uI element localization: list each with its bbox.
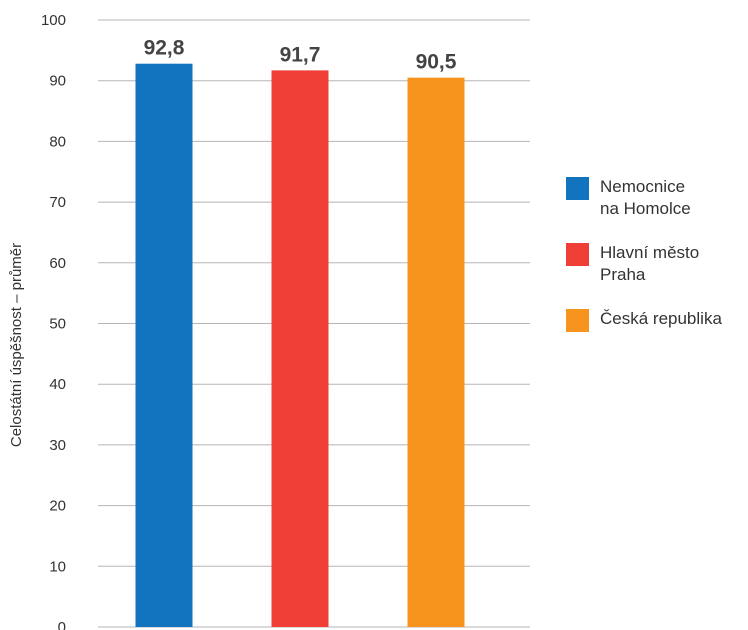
legend-item-nemocnice: Nemocnice na Homolce bbox=[566, 176, 748, 220]
legend-swatch bbox=[566, 243, 589, 266]
y-tick-label: 80 bbox=[49, 133, 66, 150]
y-tick-label: 100 bbox=[41, 12, 66, 29]
data-labels: 92,8 91,7 90,5 bbox=[144, 37, 457, 74]
data-label: 90,5 bbox=[416, 51, 457, 74]
y-tick-label: 60 bbox=[49, 255, 66, 272]
y-tick-label: 50 bbox=[49, 316, 66, 333]
y-tick-label: 30 bbox=[49, 437, 66, 454]
y-tick-label: 40 bbox=[49, 376, 66, 393]
y-axis-ticks: 0 10 20 30 40 50 60 70 80 90 100 bbox=[41, 12, 66, 630]
legend-label: Hlavní město Praha bbox=[600, 243, 700, 284]
bars bbox=[135, 63, 465, 628]
bar bbox=[135, 63, 193, 628]
y-tick-label: 20 bbox=[49, 498, 66, 515]
legend-swatch bbox=[566, 177, 589, 200]
bar bbox=[271, 70, 329, 628]
legend-swatch bbox=[566, 309, 589, 332]
data-label: 91,7 bbox=[280, 43, 321, 66]
y-tick-label: 90 bbox=[49, 73, 66, 90]
y-tick-label: 10 bbox=[49, 558, 66, 575]
data-label: 92,8 bbox=[144, 37, 185, 60]
y-axis-label: Celostátní úspěšnost – průměr bbox=[8, 243, 25, 447]
legend-label: Nemocnice na Homolce bbox=[600, 177, 691, 218]
legend-item-praha: Hlavní město Praha bbox=[566, 242, 748, 286]
y-tick-label: 0 bbox=[58, 619, 66, 630]
bar bbox=[407, 77, 465, 628]
legend-label: Česká republika bbox=[600, 309, 722, 328]
y-tick-label: 70 bbox=[49, 194, 66, 211]
legend: Nemocnice na Homolce Hlavní město Praha Če… bbox=[566, 176, 748, 354]
legend-item-ceska-republika: Česká republika bbox=[566, 308, 748, 332]
